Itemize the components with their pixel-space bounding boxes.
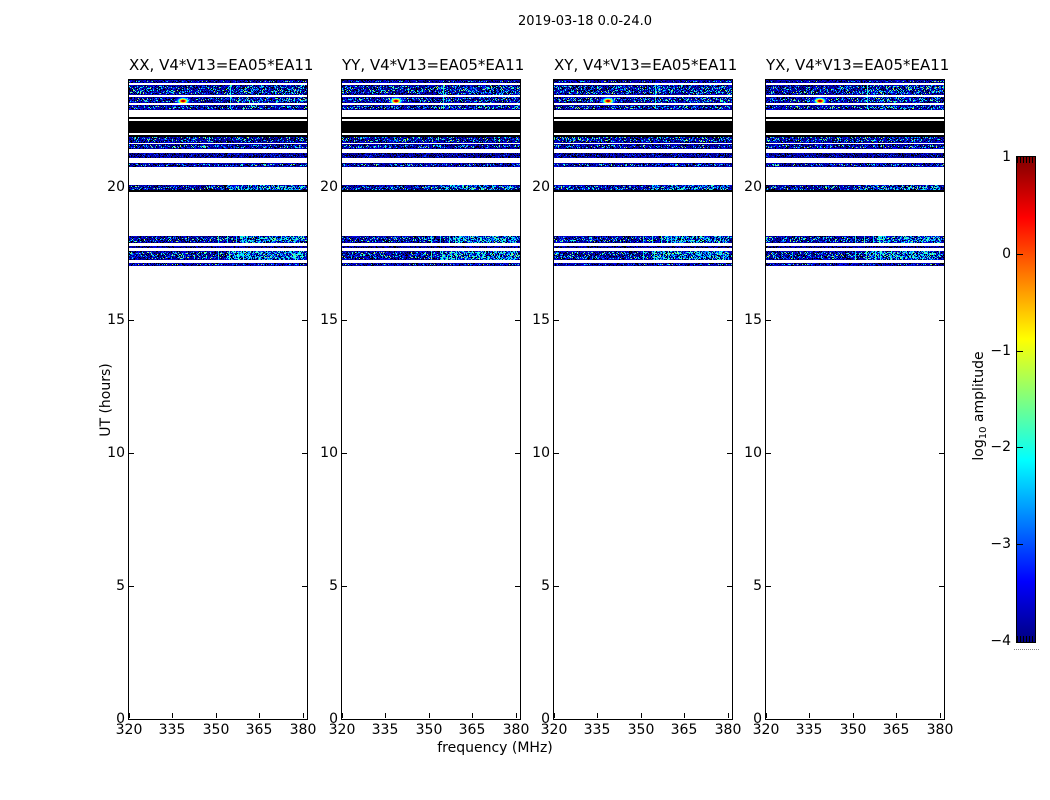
colorbar-tick-mark <box>1017 447 1023 448</box>
y-tick-label: 0 <box>541 711 550 727</box>
y-tick-label: 5 <box>753 578 762 594</box>
x-tick-label: 320 <box>328 722 356 738</box>
x-axis-label: frequency (MHz) <box>437 740 553 756</box>
y-axis-label: UT (hours) <box>98 363 114 437</box>
tick-mark <box>342 719 347 720</box>
x-tick-label: 335 <box>583 722 611 738</box>
y-tick-label: 10 <box>744 445 762 461</box>
tick-mark <box>727 719 732 720</box>
colorbar-tick-label: −3 <box>990 536 1011 552</box>
y-tick-label: 0 <box>753 711 762 727</box>
x-tick-label: 380 <box>714 722 742 738</box>
colorbar-tick-label: 1 <box>1002 149 1011 165</box>
colorbar <box>1016 156 1036 643</box>
y-tick-label: 15 <box>107 312 125 328</box>
y-tick-label: 5 <box>116 578 125 594</box>
colorbar-minor-ticks-bottom <box>1017 636 1035 642</box>
x-tick-label: 350 <box>202 722 230 738</box>
panel-title: YX, V4*V13=EA05*EA11 <box>766 56 950 74</box>
y-tick-label: 20 <box>744 179 762 195</box>
figure-title: 2019-03-18 0.0-24.0 <box>518 14 652 29</box>
colorbar-dotted-line <box>1014 649 1039 651</box>
colorbar-tick-label: 0 <box>1002 246 1011 262</box>
tick-mark <box>515 719 520 720</box>
x-tick-label: 335 <box>795 722 823 738</box>
x-tick-label: 335 <box>158 722 186 738</box>
x-tick-label: 365 <box>458 722 486 738</box>
colorbar-tick-mark <box>1017 254 1023 255</box>
colorbar-tick-mark <box>1017 544 1023 545</box>
x-tick-label: 320 <box>115 722 143 738</box>
y-tick-label: 15 <box>532 312 550 328</box>
y-tick-label: 20 <box>107 179 125 195</box>
tick-mark <box>939 719 944 720</box>
x-tick-label: 350 <box>839 722 867 738</box>
colorbar-label-sub: 10 <box>978 426 989 440</box>
panel-title: YY, V4*V13=EA05*EA11 <box>342 56 525 74</box>
tick-mark <box>766 719 771 720</box>
x-tick-label: 350 <box>627 722 655 738</box>
y-tick-label: 20 <box>532 179 550 195</box>
y-tick-label: 0 <box>329 711 338 727</box>
colorbar-label-post: amplitude <box>971 351 987 427</box>
colorbar-tick-label: −4 <box>990 633 1011 649</box>
colorbar-tick-label: −1 <box>990 343 1011 359</box>
x-tick-label: 380 <box>289 722 317 738</box>
spectrogram-panel-xy <box>554 80 732 719</box>
tick-mark <box>129 719 134 720</box>
tick-mark <box>554 719 559 720</box>
colorbar-minor-ticks-top <box>1017 157 1035 163</box>
y-tick-label: 10 <box>320 445 338 461</box>
x-tick-label: 320 <box>540 722 568 738</box>
x-tick-label: 320 <box>752 722 780 738</box>
x-tick-label: 365 <box>882 722 910 738</box>
spectrogram-panel-xx <box>129 80 307 719</box>
spectrogram-panel-yy <box>342 80 520 719</box>
colorbar-tick-label: −2 <box>990 439 1011 455</box>
y-tick-label: 15 <box>744 312 762 328</box>
panel-title: XX, V4*V13=EA05*EA11 <box>129 56 314 74</box>
x-tick-label: 380 <box>502 722 530 738</box>
x-tick-label: 380 <box>926 722 954 738</box>
panel-title: XY, V4*V13=EA05*EA11 <box>554 56 738 74</box>
x-tick-label: 350 <box>415 722 443 738</box>
spectrogram-panel-yx <box>766 80 944 719</box>
x-tick-label: 335 <box>371 722 399 738</box>
x-tick-label: 365 <box>245 722 273 738</box>
tick-mark <box>302 719 307 720</box>
y-tick-label: 20 <box>320 179 338 195</box>
y-tick-label: 5 <box>329 578 338 594</box>
y-tick-label: 0 <box>116 711 125 727</box>
colorbar-tick-mark <box>1017 351 1023 352</box>
y-tick-label: 5 <box>541 578 550 594</box>
y-tick-label: 10 <box>107 445 125 461</box>
x-tick-label: 365 <box>670 722 698 738</box>
y-tick-label: 10 <box>532 445 550 461</box>
y-tick-label: 15 <box>320 312 338 328</box>
